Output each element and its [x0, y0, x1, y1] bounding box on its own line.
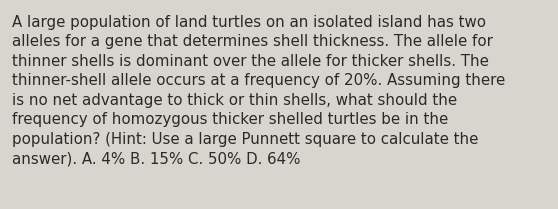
Text: A large population of land turtles on an isolated island has two
alleles for a g: A large population of land turtles on an… — [12, 15, 506, 167]
